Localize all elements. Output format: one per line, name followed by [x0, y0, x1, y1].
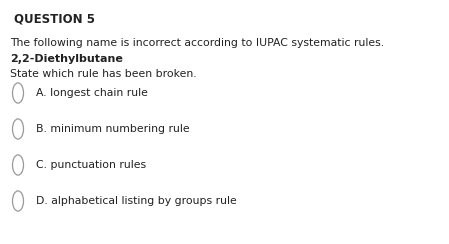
- Text: C. punctuation rules: C. punctuation rules: [36, 160, 146, 170]
- Text: D. alphabetical listing by groups rule: D. alphabetical listing by groups rule: [36, 196, 237, 206]
- Text: The following name is incorrect according to IUPAC systematic rules.: The following name is incorrect accordin…: [10, 38, 384, 48]
- Text: B. minimum numbering rule: B. minimum numbering rule: [36, 124, 189, 134]
- Text: QUESTION 5: QUESTION 5: [14, 12, 95, 25]
- Text: 2,2-Diethylbutane: 2,2-Diethylbutane: [10, 54, 123, 64]
- Text: A. longest chain rule: A. longest chain rule: [36, 88, 148, 98]
- Text: State which rule has been broken.: State which rule has been broken.: [10, 69, 197, 79]
